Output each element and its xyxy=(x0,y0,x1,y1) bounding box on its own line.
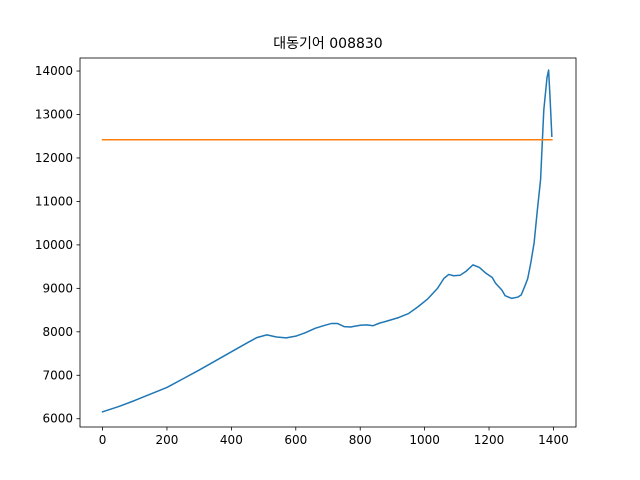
y-tick-label: 12000 xyxy=(35,151,73,165)
axes-frame xyxy=(79,57,577,428)
x-tick-label: 1000 xyxy=(409,433,440,447)
x-tick-label: 200 xyxy=(156,433,179,447)
x-tick-label: 1200 xyxy=(474,433,505,447)
y-tick-label: 8000 xyxy=(42,325,73,339)
chart-title: 대동기어 008830 xyxy=(273,36,382,52)
y-tick-label: 14000 xyxy=(35,64,73,78)
y-tick-label: 7000 xyxy=(42,368,73,382)
y-tick-label: 13000 xyxy=(35,108,73,122)
x-tick-label: 0 xyxy=(99,433,107,447)
x-tick-label: 1400 xyxy=(538,433,569,447)
series-layer xyxy=(101,69,553,413)
tick-layer: 0 200 400 600 800 1000 1200 1400 6000 7000 8000 900… xyxy=(35,64,569,447)
price-series-line xyxy=(101,69,553,413)
plot-area xyxy=(80,58,576,427)
x-tick-label: 400 xyxy=(220,433,243,447)
x-tick-label: 800 xyxy=(349,433,372,447)
y-tick-label: 6000 xyxy=(42,412,73,426)
y-tick-label: 10000 xyxy=(35,238,73,252)
y-tick-label: 11000 xyxy=(35,194,73,208)
x-tick-label: 600 xyxy=(284,433,307,447)
y-tick-label: 9000 xyxy=(42,281,73,295)
